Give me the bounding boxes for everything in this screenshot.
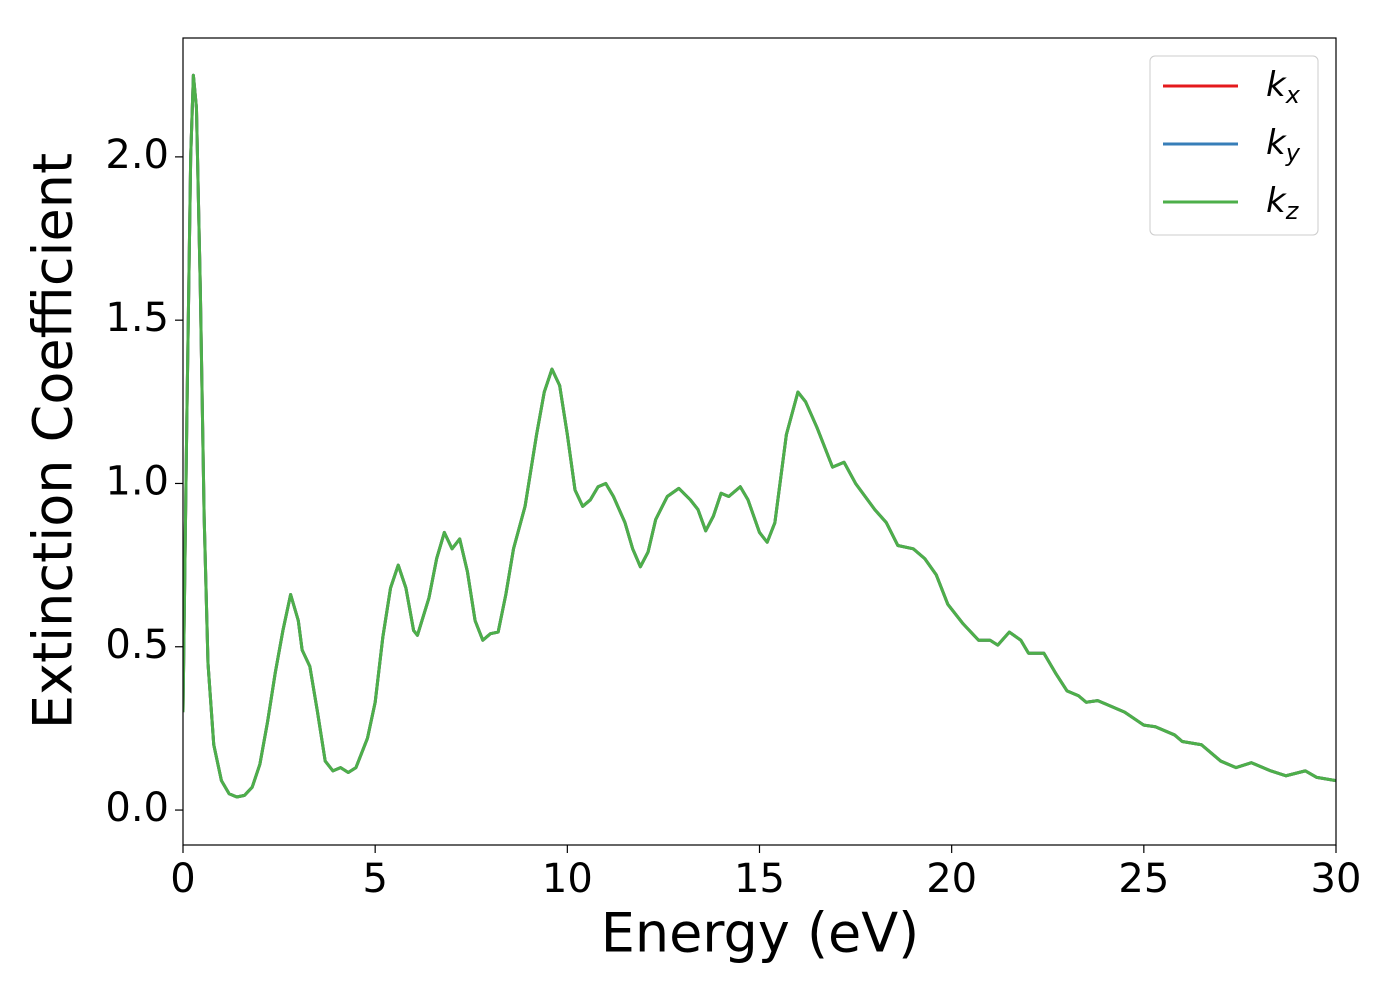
plot-area: [183, 73, 1336, 799]
y-tick-label: 1.0: [105, 458, 169, 504]
x-tick-label: 30: [1311, 856, 1362, 902]
x-axis-label: Energy (eV): [601, 902, 920, 965]
legend-label: ky: [1266, 123, 1301, 168]
x-tick-label: 10: [542, 856, 593, 902]
y-tick-label: 0.0: [105, 785, 169, 831]
x-tick-label: 20: [926, 856, 977, 902]
legend-label: kx: [1266, 65, 1301, 110]
y-tick-label: 2.0: [105, 132, 169, 178]
y-tick-label: 1.5: [105, 295, 169, 341]
y-axis-label: Extinction Coefficient: [22, 153, 85, 729]
x-tick-label: 15: [734, 856, 785, 902]
x-tick-label: 5: [362, 856, 387, 902]
data-line: [183, 73, 1336, 799]
y-tick-label: 0.5: [105, 622, 169, 668]
x-tick-label: 25: [1118, 856, 1169, 902]
legend-label: kz: [1266, 181, 1300, 226]
x-tick-label: 0: [170, 856, 195, 902]
